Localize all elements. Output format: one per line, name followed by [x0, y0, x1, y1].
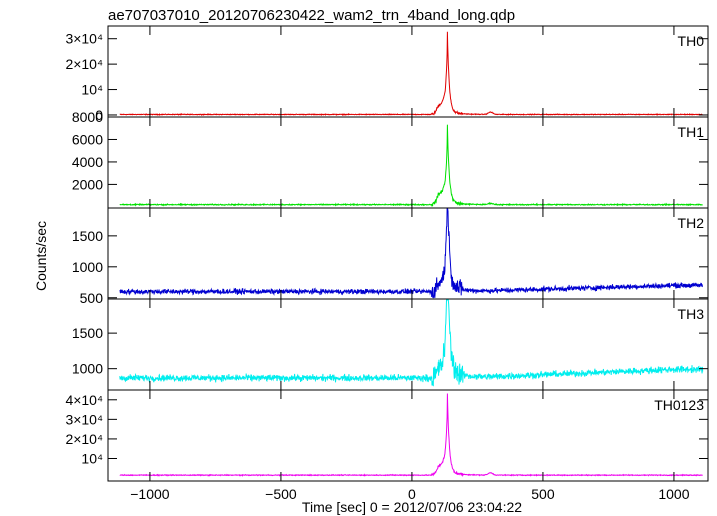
series-line-th0 — [119, 31, 703, 117]
y-tick-label: 1000 — [72, 361, 103, 377]
x-tick-label: −1000 — [130, 486, 170, 502]
y-tick-label: 4×10⁴ — [65, 392, 103, 408]
y-tick-label: 10⁴ — [81, 82, 103, 98]
y-tick-label: 1500 — [72, 325, 103, 341]
series-line-th0123 — [119, 393, 703, 478]
panel-th2: 500 1000 1500 TH2 — [72, 207, 709, 306]
panel-th0: 0 10⁴ 2×10⁴ 3×10⁴ TH0 — [65, 25, 709, 123]
chart-title: ae707037010_20120706230422_wam2_trn_4ban… — [108, 7, 515, 24]
panel-label: TH3 — [678, 306, 705, 322]
panel-label: TH0 — [678, 33, 705, 49]
y-axis-label: Counts/sec — [33, 221, 49, 291]
panel-frame — [107, 116, 709, 209]
x-tick-label: 0 — [408, 486, 416, 502]
y-tick-label: 6000 — [72, 131, 103, 147]
panel-frame — [107, 389, 709, 482]
x-tick-label: 500 — [531, 486, 555, 502]
panel-label: TH1 — [678, 124, 705, 140]
panel-label: TH0123 — [654, 397, 704, 413]
y-tick-label: 1500 — [72, 228, 103, 244]
y-tick-label: 10⁴ — [81, 450, 103, 466]
series-line-th1 — [119, 124, 703, 207]
panel-frame — [107, 25, 709, 118]
y-tick-label: 3×10⁴ — [65, 411, 103, 427]
x-axis-label: Time [sec] 0 = 2012/07/06 23:04:22 — [302, 499, 522, 515]
x-tick-label: −500 — [265, 486, 297, 502]
y-tick-label: 2×10⁴ — [65, 431, 103, 447]
panel-th0123: 10⁴ 2×10⁴ 3×10⁴ 4×10⁴ TH0123 — [65, 389, 709, 482]
y-tick-label: 8000 — [72, 109, 103, 125]
panel-label: TH2 — [678, 215, 705, 231]
y-tick-label: 0 — [95, 107, 103, 123]
series-line-th3 — [119, 299, 704, 387]
panel-th3: 1000 1500 TH3 — [72, 298, 709, 391]
y-tick-label: 3×10⁴ — [65, 31, 103, 47]
y-tick-label: 2×10⁴ — [65, 56, 103, 72]
x-tick-label: 1000 — [658, 486, 689, 502]
series-line-th2 — [119, 208, 703, 299]
y-tick-label: 2000 — [72, 176, 103, 192]
y-tick-label: 1000 — [72, 259, 103, 275]
y-tick-label: 500 — [80, 290, 104, 306]
y-tick-label: 4000 — [72, 154, 103, 170]
panel-th1: 2000 4000 6000 8000 TH1 — [72, 109, 709, 209]
